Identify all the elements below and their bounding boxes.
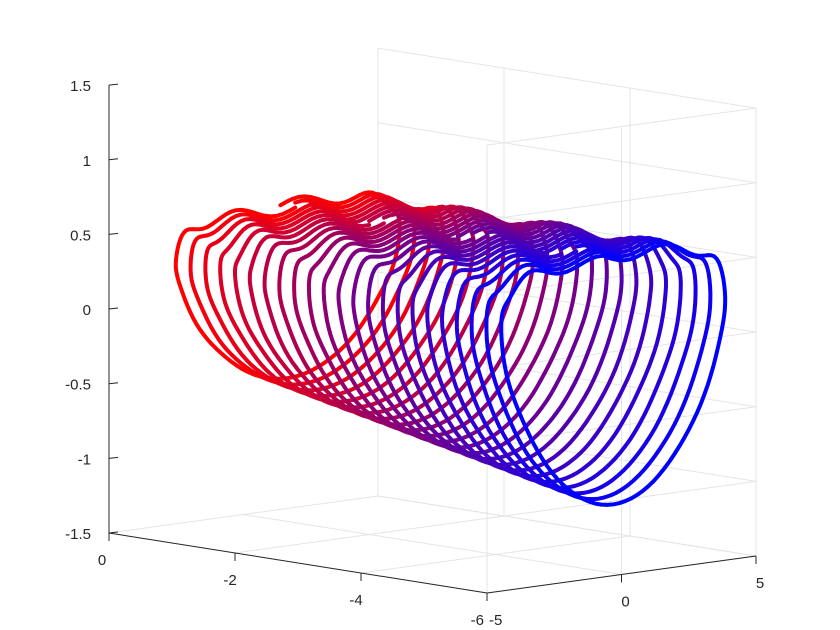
trajectory-loop bbox=[469, 237, 698, 496]
z-tick-mark bbox=[108, 158, 119, 161]
z-tick-mark bbox=[108, 531, 119, 534]
x-axis-line bbox=[108, 532, 488, 594]
tick-labels: 0 -2 -4 -6 -5 0 5 -1.5 -1 -0.5 0 0.5 1 1.5 bbox=[65, 78, 764, 629]
grid-line bbox=[377, 122, 757, 184]
x-tick-label: -6 bbox=[471, 612, 484, 629]
z-tick-mark bbox=[108, 232, 119, 235]
x-tick-label: -4 bbox=[349, 592, 362, 609]
z-tick-mark bbox=[108, 83, 119, 86]
grid-line bbox=[243, 514, 622, 575]
trajectory-loop bbox=[499, 242, 728, 507]
data-series bbox=[173, 190, 728, 507]
z-tick-label: 1.5 bbox=[70, 78, 91, 95]
grid-line bbox=[377, 420, 757, 482]
z-tick-mark bbox=[108, 456, 119, 459]
y-tick-label: -5 bbox=[489, 612, 502, 629]
z-tick-label: 1 bbox=[83, 153, 91, 170]
x-tick-label: -2 bbox=[223, 572, 236, 589]
grid-line bbox=[377, 47, 757, 109]
grid-line bbox=[486, 480, 757, 519]
grid-line bbox=[377, 346, 757, 408]
y-tick-label: 5 bbox=[756, 575, 764, 592]
z-tick-label: -1.5 bbox=[65, 526, 91, 543]
z-tick-label: 0.5 bbox=[70, 227, 91, 244]
grid-line bbox=[486, 182, 757, 221]
y-tick-label: 0 bbox=[621, 594, 629, 611]
z-tick-mark bbox=[108, 382, 119, 385]
z-tick-label: -0.5 bbox=[65, 377, 91, 394]
z-tick-label: 0 bbox=[83, 302, 91, 319]
grid-line bbox=[377, 495, 757, 557]
x-tick-label: 0 bbox=[98, 552, 106, 569]
z-tick-mark bbox=[108, 307, 119, 310]
axes bbox=[108, 83, 757, 601]
grid-line bbox=[486, 107, 757, 146]
z-tick-label: -1 bbox=[78, 451, 91, 468]
